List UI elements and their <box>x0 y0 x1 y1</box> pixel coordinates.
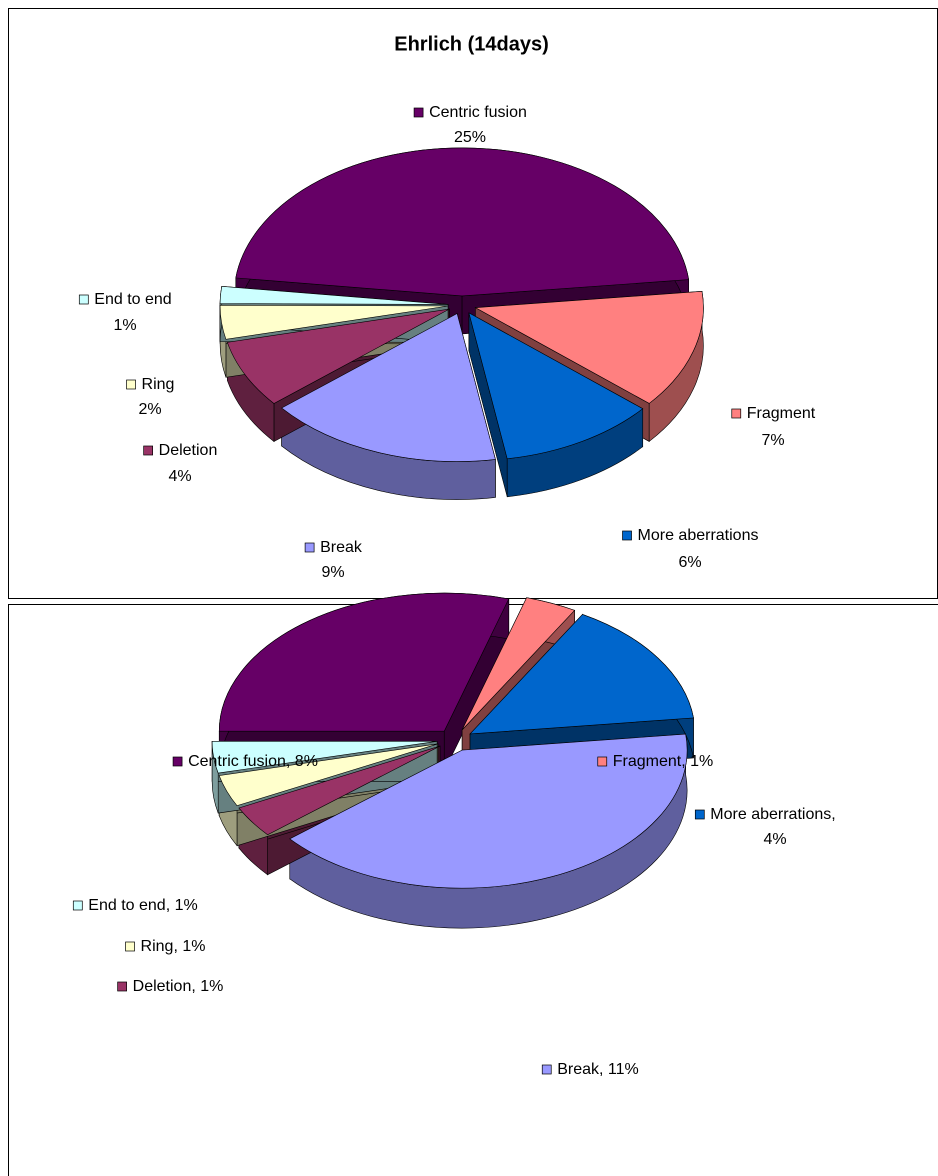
pie-slice <box>281 313 496 462</box>
pie-chart: Ehrlich+ Ginger (14days)Centric fusion, … <box>8 592 938 1176</box>
legend-swatch <box>117 981 127 992</box>
legend-label: Break <box>557 1061 600 1078</box>
legend-label: Centric fusion <box>429 104 527 121</box>
legend-label: Break <box>320 539 363 556</box>
legend-label: Ring <box>141 938 174 955</box>
legend-swatch <box>72 900 83 911</box>
data-label: 1% <box>113 317 136 334</box>
legend-label: End to end <box>94 291 171 308</box>
legend-swatch <box>597 756 608 767</box>
pie-slice <box>226 308 450 404</box>
data-label: 4% <box>168 468 191 485</box>
legend-label: Fragment <box>613 753 682 770</box>
pie-slice <box>219 304 449 340</box>
legend-swatch <box>143 445 153 456</box>
data-label: Break, 11% <box>557 1061 639 1078</box>
data-label: Centric fusion, 8% <box>188 753 318 770</box>
legend-label: Deletion <box>159 442 218 459</box>
legend-label: More aberrations <box>710 806 831 823</box>
data-label: Deletion, 1% <box>133 978 224 995</box>
label-separator: , <box>191 978 200 995</box>
pie-slice <box>218 743 439 807</box>
pie-chart: Ehrlich (14days) Centric fusion 25% Fragmen… <box>8 8 938 599</box>
legend-swatch <box>694 809 705 820</box>
data-label: 6% <box>678 554 701 571</box>
legend-swatch <box>172 756 183 767</box>
label-separator: , <box>286 753 295 770</box>
data-label: Fragment, 1% <box>613 753 713 770</box>
legend-swatch <box>126 379 136 390</box>
value-label: 1% <box>200 978 223 995</box>
legend-label: Ring <box>142 376 175 393</box>
pie-slice <box>218 592 510 732</box>
data-label: End to end, 1% <box>88 897 197 914</box>
legend-swatch <box>413 107 424 118</box>
legend-label: Deletion <box>133 978 192 995</box>
pie-slice <box>238 745 441 836</box>
legend-swatch <box>541 1064 552 1075</box>
label-separator: , <box>173 938 182 955</box>
pie-slice <box>211 740 438 774</box>
label-separator: , <box>599 1061 608 1078</box>
legend-label: Centric fusion <box>188 753 286 770</box>
chart-title: Ehrlich (14days) <box>394 33 549 55</box>
legend-label: More aberrations <box>638 527 759 544</box>
legend-label: Fragment <box>747 405 816 422</box>
value-label: 8% <box>295 753 318 770</box>
label-separator: , <box>831 806 835 823</box>
value-label: 1% <box>182 938 205 955</box>
legend-swatch <box>304 542 315 553</box>
label-separator: , <box>166 897 175 914</box>
data-label: More aberrations, <box>710 806 835 823</box>
legend-swatch <box>731 408 742 419</box>
pie-slice <box>474 291 704 404</box>
legend-label: End to end <box>88 897 165 914</box>
data-label: 2% <box>138 401 161 418</box>
legend-swatch <box>78 294 89 305</box>
legend-swatch <box>622 530 632 541</box>
pie-slice <box>469 614 694 735</box>
pie-slice <box>219 286 449 305</box>
pie-slice <box>468 312 644 460</box>
legend-swatch <box>125 941 135 952</box>
pie-slice <box>289 733 688 889</box>
value-label: 1% <box>175 897 198 914</box>
data-label: 7% <box>761 432 784 449</box>
data-label: Ring, 1% <box>141 938 206 955</box>
data-label: 25% <box>454 129 486 146</box>
data-label: 4% <box>763 831 786 848</box>
pie-slice <box>461 597 576 731</box>
data-label: 9% <box>321 564 344 581</box>
pie-slice <box>235 147 690 297</box>
label-separator: , <box>681 753 690 770</box>
value-label: 1% <box>690 753 713 770</box>
value-label: 11% <box>608 1061 639 1078</box>
